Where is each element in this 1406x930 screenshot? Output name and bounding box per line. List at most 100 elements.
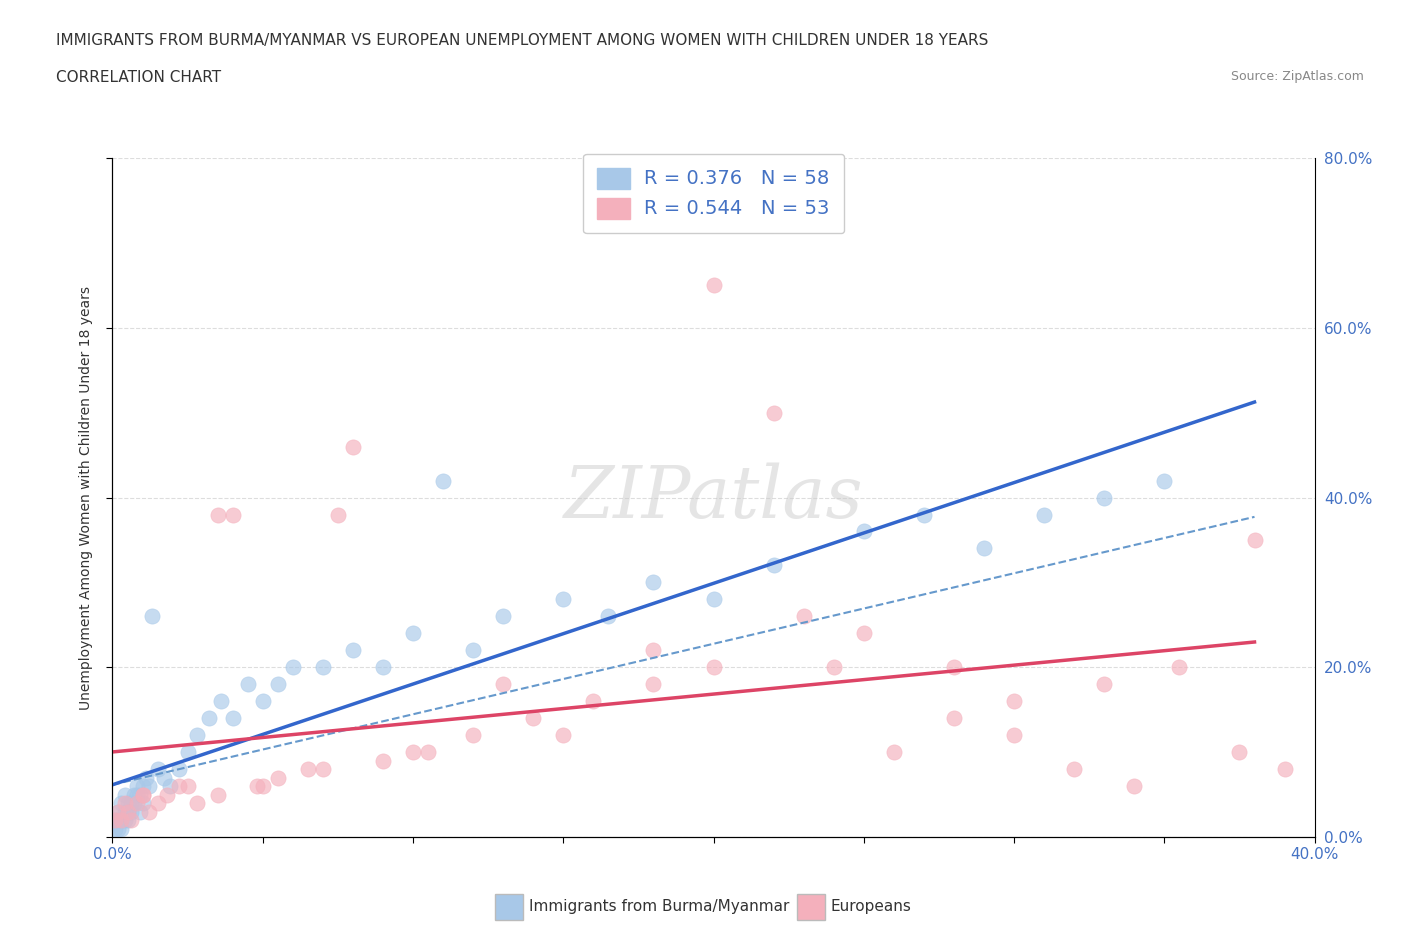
Point — [114, 787, 136, 802]
Point — [222, 507, 245, 522]
Point — [104, 813, 127, 828]
Point — [141, 609, 163, 624]
Point — [117, 813, 139, 828]
Point — [281, 660, 304, 675]
Point — [342, 643, 364, 658]
Point — [492, 677, 515, 692]
Point — [312, 660, 335, 675]
Point — [553, 727, 575, 742]
Point — [131, 796, 153, 811]
Point — [582, 694, 605, 709]
Point — [138, 778, 160, 793]
Point — [120, 804, 142, 819]
Point — [110, 813, 132, 828]
Point — [246, 778, 269, 793]
Legend: R = 0.376   N = 58, R = 0.544   N = 53: R = 0.376 N = 58, R = 0.544 N = 53 — [583, 153, 844, 233]
Point — [267, 677, 290, 692]
Point — [120, 796, 142, 811]
Point — [1092, 677, 1115, 692]
Point — [1092, 490, 1115, 505]
Point — [702, 278, 725, 293]
Text: IMMIGRANTS FROM BURMA/MYANMAR VS EUROPEAN UNEMPLOYMENT AMONG WOMEN WITH CHILDREN: IMMIGRANTS FROM BURMA/MYANMAR VS EUROPEA… — [56, 33, 988, 47]
Y-axis label: Unemployment Among Women with Children Under 18 years: Unemployment Among Women with Children U… — [79, 286, 93, 710]
Point — [146, 796, 169, 811]
Point — [107, 813, 129, 828]
Point — [107, 804, 129, 819]
Point — [107, 804, 129, 819]
Point — [762, 405, 785, 420]
Point — [114, 796, 136, 811]
Point — [104, 813, 127, 828]
Point — [155, 787, 177, 802]
Point — [461, 643, 484, 658]
Point — [120, 813, 142, 828]
Point — [122, 787, 145, 802]
Point — [1168, 660, 1191, 675]
Point — [128, 804, 150, 819]
Point — [852, 626, 875, 641]
Point — [236, 677, 259, 692]
Point — [252, 778, 274, 793]
Point — [461, 727, 484, 742]
Point — [252, 694, 274, 709]
Point — [702, 592, 725, 607]
Point — [883, 745, 905, 760]
Point — [762, 558, 785, 573]
Point — [492, 609, 515, 624]
Point — [110, 813, 132, 828]
Point — [973, 541, 995, 556]
Point — [942, 660, 965, 675]
Point — [598, 609, 620, 624]
Point — [176, 745, 198, 760]
Point — [643, 575, 665, 590]
Point — [823, 660, 845, 675]
Point — [167, 762, 190, 777]
Point — [110, 821, 132, 836]
Text: Immigrants from Burma/Myanmar: Immigrants from Burma/Myanmar — [529, 899, 789, 914]
Point — [131, 787, 153, 802]
Point — [167, 778, 190, 793]
Point — [342, 439, 364, 454]
Point — [176, 778, 198, 793]
Point — [117, 804, 139, 819]
Point — [643, 677, 665, 692]
Point — [131, 778, 153, 793]
Point — [312, 762, 335, 777]
Point — [128, 787, 150, 802]
Point — [643, 643, 665, 658]
Point — [1153, 473, 1175, 488]
Point — [1123, 778, 1146, 793]
Point — [267, 770, 290, 785]
Point — [131, 787, 153, 802]
Point — [207, 787, 229, 802]
Point — [117, 804, 139, 819]
Point — [1002, 694, 1025, 709]
Point — [1033, 507, 1056, 522]
Point — [152, 770, 174, 785]
Text: ZIPatlas: ZIPatlas — [564, 462, 863, 533]
Point — [402, 745, 425, 760]
Point — [416, 745, 439, 760]
Point — [159, 778, 181, 793]
Point — [371, 660, 394, 675]
Point — [125, 778, 148, 793]
Point — [326, 507, 349, 522]
Point — [125, 787, 148, 802]
Point — [125, 796, 148, 811]
Point — [432, 473, 454, 488]
Point — [138, 804, 160, 819]
Point — [135, 770, 157, 785]
Point — [222, 711, 245, 725]
Point — [402, 626, 425, 641]
Point — [207, 507, 229, 522]
Point — [1243, 533, 1265, 548]
Point — [114, 804, 136, 819]
Point — [1002, 727, 1025, 742]
Point — [1063, 762, 1085, 777]
Point — [553, 592, 575, 607]
Point — [793, 609, 815, 624]
Point — [209, 694, 232, 709]
Point — [912, 507, 935, 522]
Text: CORRELATION CHART: CORRELATION CHART — [56, 70, 221, 85]
Point — [186, 727, 208, 742]
